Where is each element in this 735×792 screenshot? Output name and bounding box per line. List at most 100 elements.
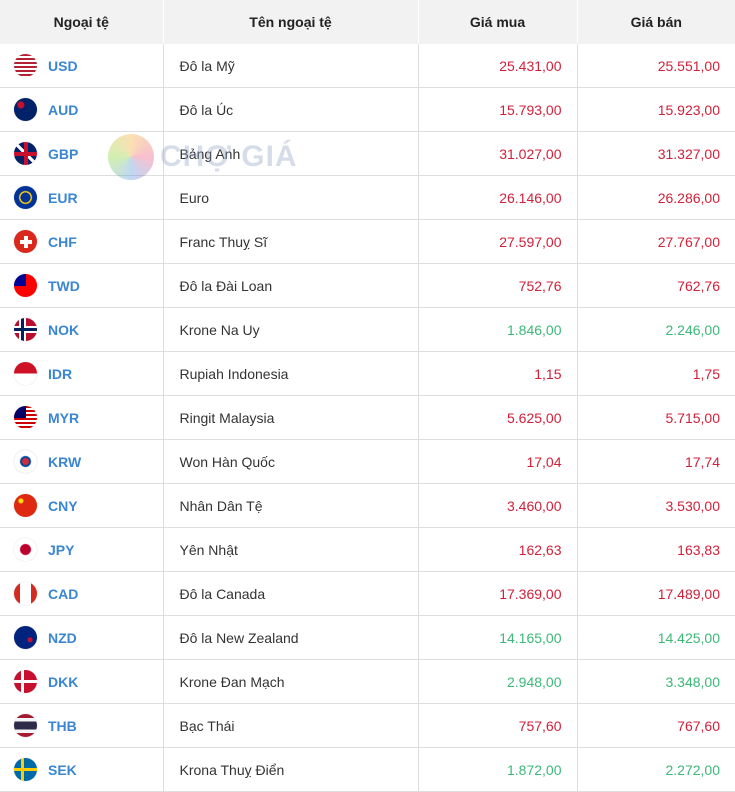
th-flag-icon (14, 714, 37, 737)
table-row: GBP Bảng Anh 31.027,00 31.327,00 (0, 131, 735, 176)
sell-price: 767,60 (577, 703, 735, 748)
table-row: NZD Đô la New Zealand 14.165,00 14.425,0… (0, 615, 735, 660)
table-row: NOK Krone Na Uy 1.846,00 2.246,00 (0, 307, 735, 352)
currency-code-link[interactable]: TWD (48, 277, 80, 294)
table-row: TWD Đô la Đài Loan 752,76 762,76 (0, 263, 735, 308)
sell-price: 3.348,00 (577, 659, 735, 704)
sell-price: 3.530,00 (577, 483, 735, 528)
currency-code-link[interactable]: NOK (48, 321, 80, 338)
currency-code-cell: GBP (0, 131, 164, 176)
currency-name: Franc Thuỵ Sĩ (163, 219, 419, 264)
table-row: AUD Đô la Úc 15.793,00 15.923,00 (0, 87, 735, 132)
header-code: Ngoại tệ (0, 0, 164, 44)
currency-code-cell: USD (0, 44, 164, 88)
currency-code-link[interactable]: USD (48, 57, 78, 74)
table-row: JPY Yên Nhật 162,63 163,83 (0, 527, 735, 572)
currency-name: Euro (163, 175, 419, 220)
currency-name: Nhân Dân Tệ (163, 483, 419, 528)
buy-price: 752,76 (418, 263, 578, 308)
sell-price: 762,76 (577, 263, 735, 308)
currency-code-link[interactable]: IDR (48, 365, 73, 382)
currency-name: Đô la Đài Loan (163, 263, 419, 308)
sell-price: 5.715,00 (577, 395, 735, 440)
currency-code-cell: CNY (0, 483, 164, 528)
my-flag-icon (14, 406, 37, 429)
sell-price: 25.551,00 (577, 44, 735, 88)
currency-code-cell: KRW (0, 439, 164, 484)
sell-price: 1,75 (577, 351, 735, 396)
tw-flag-icon (14, 274, 37, 297)
buy-price: 31.027,00 (418, 131, 578, 176)
table-row: MYR Ringit Malaysia 5.625,00 5.715,00 (0, 395, 735, 440)
buy-price: 17,04 (418, 439, 578, 484)
sell-price: 27.767,00 (577, 219, 735, 264)
currency-name: Đô la New Zealand (163, 615, 419, 660)
currency-code-cell: CHF (0, 219, 164, 264)
au-flag-icon (14, 98, 37, 121)
currency-name: Bạc Thái (163, 703, 419, 748)
currency-code-cell: MYR (0, 395, 164, 440)
table-row: KRW Won Hàn Quốc 17,04 17,74 (0, 439, 735, 484)
dk-flag-icon (14, 670, 37, 693)
sell-price: 15.923,00 (577, 87, 735, 132)
currency-code-cell: EUR (0, 175, 164, 220)
currency-name: Đô la Mỹ (163, 44, 419, 88)
currency-code-link[interactable]: AUD (48, 101, 79, 118)
currency-name: Krone Na Uy (163, 307, 419, 352)
currency-code-cell: AUD (0, 87, 164, 132)
kr-flag-icon (14, 450, 37, 473)
currency-code-cell: JPY (0, 527, 164, 572)
id-flag-icon (14, 362, 37, 385)
buy-price: 27.597,00 (418, 219, 578, 264)
currency-code-link[interactable]: DKK (48, 673, 79, 690)
currency-code-link[interactable]: CHF (48, 233, 77, 250)
currency-code-cell: CAD (0, 571, 164, 616)
sell-price: 14.425,00 (577, 615, 735, 660)
currency-code-link[interactable]: CNY (48, 497, 78, 514)
currency-code-cell: TWD (0, 263, 164, 308)
buy-price: 3.460,00 (418, 483, 578, 528)
us-flag-icon (14, 54, 37, 77)
no-flag-icon (14, 318, 37, 341)
buy-price: 1.846,00 (418, 307, 578, 352)
buy-price: 17.369,00 (418, 571, 578, 616)
ch-flag-icon (14, 230, 37, 253)
currency-code-link[interactable]: KRW (48, 453, 82, 470)
currency-code-link[interactable]: EUR (48, 189, 78, 206)
nz-flag-icon (14, 626, 37, 649)
table-row: IDR Rupiah Indonesia 1,15 1,75 (0, 351, 735, 396)
header-buy: Giá mua (418, 0, 578, 44)
currency-code-cell: NOK (0, 307, 164, 352)
table-row: EUR Euro 26.146,00 26.286,00 (0, 175, 735, 220)
currency-code-link[interactable]: GBP (48, 145, 79, 162)
buy-price: 2.948,00 (418, 659, 578, 704)
table-row: CAD Đô la Canada 17.369,00 17.489,00 (0, 571, 735, 616)
se-flag-icon (14, 758, 37, 781)
currency-name: Đô la Úc (163, 87, 419, 132)
sell-price: 163,83 (577, 527, 735, 572)
currency-code-link[interactable]: CAD (48, 585, 79, 602)
currency-name: Rupiah Indonesia (163, 351, 419, 396)
currency-code-link[interactable]: NZD (48, 629, 77, 646)
currency-code-cell: IDR (0, 351, 164, 396)
currency-code-link[interactable]: JPY (48, 541, 75, 558)
currency-name: Ringit Malaysia (163, 395, 419, 440)
currency-name: Won Hàn Quốc (163, 439, 419, 484)
eu-flag-icon (14, 186, 37, 209)
currency-name: Bảng Anh (163, 131, 419, 176)
currency-code-cell: DKK (0, 659, 164, 704)
currency-code-link[interactable]: THB (48, 717, 77, 734)
sell-price: 17,74 (577, 439, 735, 484)
currency-code-link[interactable]: MYR (48, 409, 80, 426)
sell-price: 2.246,00 (577, 307, 735, 352)
buy-price: 5.625,00 (418, 395, 578, 440)
buy-price: 757,60 (418, 703, 578, 748)
sell-price: 26.286,00 (577, 175, 735, 220)
table-row: THB Bạc Thái 757,60 767,60 (0, 703, 735, 748)
currency-code-cell: NZD (0, 615, 164, 660)
sell-price: 31.327,00 (577, 131, 735, 176)
table-row: CHF Franc Thuỵ Sĩ 27.597,00 27.767,00 (0, 219, 735, 264)
currency-code-link[interactable]: SEK (48, 761, 77, 778)
buy-price: 26.146,00 (418, 175, 578, 220)
